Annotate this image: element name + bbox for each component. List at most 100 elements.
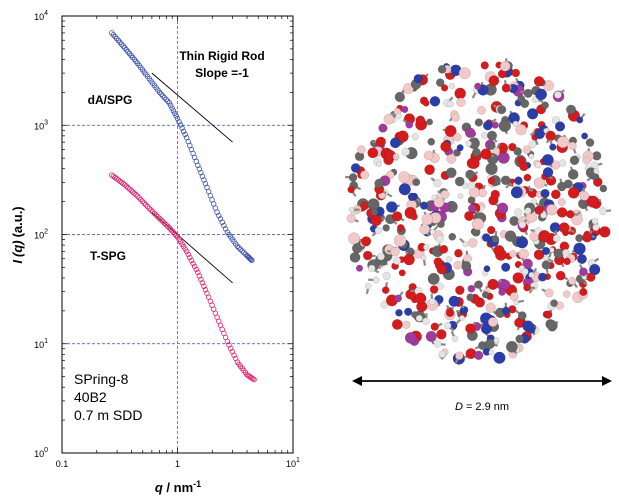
data-point [122, 182, 128, 188]
data-point [166, 100, 173, 106]
atom [423, 150, 434, 161]
data-point [169, 228, 175, 234]
atom [474, 82, 482, 90]
atom [510, 186, 523, 199]
atom [403, 253, 415, 266]
data-point [153, 212, 159, 218]
slope-line-T [151, 211, 233, 284]
atom [459, 305, 469, 315]
data-point [237, 246, 244, 253]
atom [414, 292, 427, 304]
atom [397, 224, 405, 232]
atom [451, 113, 460, 122]
atom [538, 272, 547, 282]
atom [429, 228, 436, 236]
atom [496, 202, 509, 214]
atom [524, 207, 532, 215]
atom [522, 320, 534, 332]
atom [481, 233, 491, 242]
data-point [168, 102, 174, 109]
atom [563, 257, 571, 266]
data-point [165, 98, 171, 104]
atom [485, 302, 496, 313]
atom [401, 147, 410, 157]
y-axis-arg: (q) [10, 240, 25, 257]
atom [541, 101, 549, 110]
atom [427, 137, 436, 146]
atom [419, 201, 429, 210]
data-point [163, 222, 169, 228]
atom [480, 61, 489, 70]
atom [568, 276, 577, 285]
atom [579, 267, 588, 277]
atom [581, 132, 589, 140]
atom [497, 105, 507, 115]
data-point [234, 243, 241, 249]
data-point [144, 203, 151, 210]
atom [351, 243, 363, 254]
data-point [131, 190, 137, 196]
atom [543, 255, 549, 261]
atom [395, 309, 403, 317]
atom [385, 201, 398, 213]
atom [401, 105, 409, 114]
data-point [165, 223, 171, 230]
atom [556, 136, 569, 149]
atom [529, 282, 539, 291]
atom [445, 167, 457, 179]
atom [500, 279, 511, 290]
rod-slope-label: Slope =-1 [195, 66, 249, 80]
atom [468, 157, 480, 169]
atom [462, 241, 469, 248]
atom [591, 217, 599, 225]
atom [348, 206, 355, 213]
y-tick-labels: 100 101 102 103 104 [34, 10, 48, 459]
atom [556, 207, 568, 218]
atom [480, 148, 492, 160]
atom [448, 82, 456, 90]
atom [522, 258, 533, 270]
atom [464, 211, 475, 221]
atom [404, 307, 413, 316]
series-label-dA: dA/SPG [88, 93, 133, 107]
atom [491, 235, 500, 243]
atom [485, 162, 498, 176]
atom [422, 317, 430, 326]
atom [410, 213, 418, 221]
data-point [161, 94, 168, 101]
atom [440, 141, 452, 152]
rod-title-label: Thin Rigid Rod [179, 49, 264, 63]
atom [364, 282, 372, 290]
y-tick-label: 100 [34, 447, 48, 459]
data-point [172, 231, 178, 237]
atom [541, 260, 551, 270]
data-point [174, 115, 181, 122]
data-point [172, 110, 178, 117]
atom [348, 232, 361, 245]
atom [546, 204, 558, 216]
data-point [151, 210, 158, 217]
atom [562, 248, 571, 257]
x-tick-label: 101 [286, 457, 300, 469]
data-point [201, 283, 207, 289]
atom [348, 173, 358, 182]
data-point [120, 180, 126, 187]
atom [487, 317, 498, 327]
atom [433, 179, 442, 188]
data-point [158, 91, 164, 97]
data-point [188, 257, 195, 264]
atom [402, 83, 414, 95]
atom [587, 195, 600, 208]
atom [382, 271, 391, 280]
atom [423, 244, 430, 251]
atom [361, 236, 372, 247]
atom [367, 264, 376, 273]
atom [405, 120, 414, 129]
atom [599, 184, 608, 193]
x-tick-label: 0.1 [56, 459, 69, 469]
data-point [177, 122, 184, 128]
data-point [176, 119, 182, 125]
data-point [126, 186, 133, 192]
data-point [158, 217, 164, 223]
